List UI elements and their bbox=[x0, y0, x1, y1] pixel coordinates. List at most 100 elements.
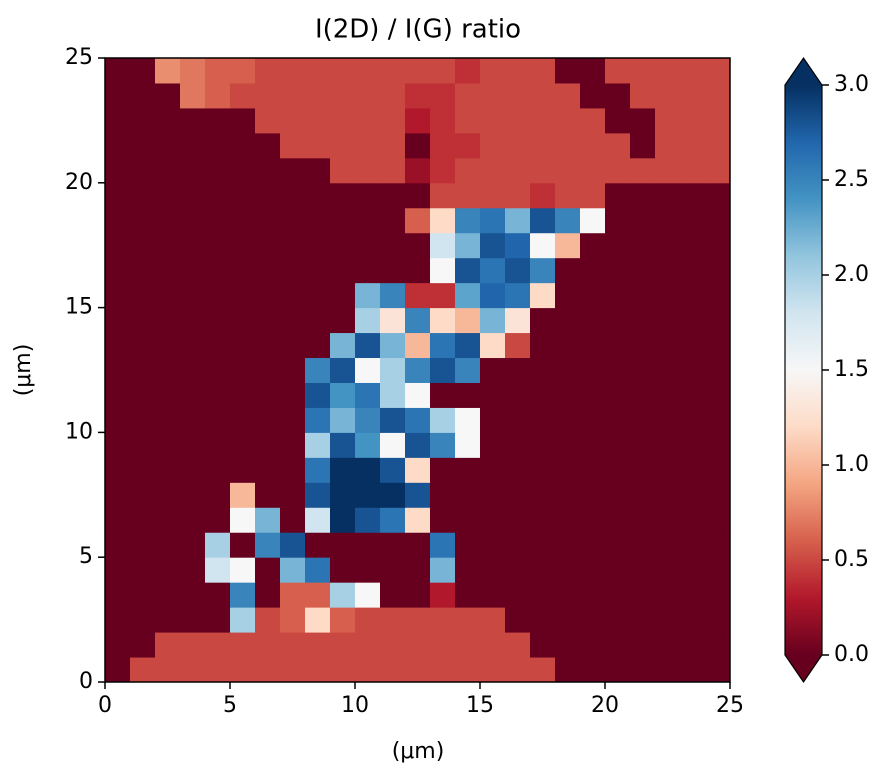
heatmap-cell bbox=[680, 432, 706, 458]
heatmap-cell bbox=[605, 232, 631, 259]
heatmap-cell bbox=[105, 232, 131, 259]
heatmap-cell bbox=[105, 307, 131, 334]
heatmap-cell bbox=[480, 657, 506, 683]
heatmap-cell bbox=[230, 182, 256, 209]
heatmap-cell bbox=[205, 532, 231, 558]
heatmap-cell bbox=[230, 657, 256, 683]
heatmap-cell bbox=[330, 407, 356, 433]
heatmap-cell bbox=[330, 58, 356, 84]
heatmap-cell bbox=[280, 307, 306, 334]
heatmap-cell bbox=[180, 632, 206, 658]
heatmap-cell bbox=[430, 557, 456, 583]
heatmap-cell bbox=[430, 282, 456, 309]
heatmap-cell bbox=[630, 307, 656, 334]
heatmap-cell bbox=[205, 557, 231, 583]
heatmap-cell bbox=[555, 607, 581, 633]
heatmap-cell bbox=[705, 482, 731, 508]
heatmap-cell bbox=[205, 232, 231, 259]
heatmap-cell bbox=[380, 382, 406, 408]
heatmap-cell bbox=[380, 58, 406, 84]
heatmap-cell bbox=[430, 432, 456, 458]
heatmap-cell bbox=[380, 257, 406, 284]
heatmap-cell bbox=[605, 657, 631, 683]
heatmap-cell bbox=[380, 357, 406, 383]
heatmap-cell bbox=[630, 532, 656, 558]
heatmap-cell bbox=[230, 507, 256, 533]
heatmap-cell bbox=[455, 232, 481, 259]
heatmap-cell bbox=[705, 632, 731, 658]
heatmap-cell bbox=[180, 557, 206, 583]
heatmap-cell bbox=[255, 307, 281, 334]
heatmap-cell bbox=[680, 232, 706, 259]
heatmap-cell bbox=[405, 407, 431, 433]
heatmap-cell bbox=[480, 382, 506, 408]
heatmap-cell bbox=[330, 607, 356, 633]
heatmap-cell bbox=[230, 82, 256, 109]
heatmap-cell bbox=[330, 182, 356, 209]
heatmap-cell bbox=[230, 457, 256, 483]
colorbar-tick-label: 2.0 bbox=[834, 262, 869, 287]
heatmap-cell bbox=[205, 182, 231, 209]
heatmap-cell bbox=[405, 482, 431, 508]
heatmap-cell bbox=[680, 332, 706, 359]
heatmap-cell bbox=[430, 257, 456, 284]
heatmap-cell bbox=[155, 207, 181, 234]
heatmap-cell bbox=[680, 407, 706, 433]
heatmap-cell bbox=[355, 382, 381, 408]
heatmap-cell bbox=[455, 332, 481, 359]
heatmap-cell bbox=[655, 607, 681, 633]
heatmap-cell bbox=[530, 432, 556, 458]
heatmap-cell bbox=[405, 132, 431, 159]
heatmap-cell bbox=[530, 107, 556, 134]
heatmap-cell bbox=[480, 557, 506, 583]
heatmap-cell bbox=[455, 307, 481, 334]
heatmap-cell bbox=[405, 657, 431, 683]
heatmap-cell bbox=[330, 207, 356, 234]
chart-title: I(2D) / I(G) ratio bbox=[315, 15, 521, 45]
heatmap-cell bbox=[180, 457, 206, 483]
heatmap-cell bbox=[680, 307, 706, 334]
heatmap-cell bbox=[505, 407, 531, 433]
heatmap-cell bbox=[280, 332, 306, 359]
heatmap-cell bbox=[505, 58, 531, 84]
heatmap-cell bbox=[305, 407, 331, 433]
heatmap-cell bbox=[305, 82, 331, 109]
heatmap-cell bbox=[530, 257, 556, 284]
heatmap-cell bbox=[580, 357, 606, 383]
heatmap-cell bbox=[705, 257, 731, 284]
heatmap-cell bbox=[330, 232, 356, 259]
heatmap-cell bbox=[130, 58, 156, 84]
heatmap-cell bbox=[605, 58, 631, 84]
heatmap-cell bbox=[430, 232, 456, 259]
heatmap-cell bbox=[305, 307, 331, 334]
heatmap-cell bbox=[405, 182, 431, 209]
heatmap-cell bbox=[680, 182, 706, 209]
heatmap-cell bbox=[105, 357, 131, 383]
heatmap-cell bbox=[580, 607, 606, 633]
colorbar-extend-top bbox=[785, 58, 822, 85]
heatmap-cell bbox=[630, 257, 656, 284]
x-tick-label: 10 bbox=[341, 693, 369, 718]
heatmap-cell bbox=[555, 382, 581, 408]
heatmap-cell bbox=[580, 157, 606, 184]
heatmap-cell bbox=[680, 632, 706, 658]
heatmap-cell bbox=[380, 282, 406, 309]
heatmap-cell bbox=[530, 457, 556, 483]
heatmap-cell bbox=[205, 107, 231, 134]
heatmap-cell bbox=[155, 307, 181, 334]
heatmap-cell bbox=[230, 257, 256, 284]
heatmap-cell bbox=[505, 82, 531, 109]
x-tick-label: 20 bbox=[591, 693, 619, 718]
heatmap-cell bbox=[355, 107, 381, 134]
heatmap-cell bbox=[580, 232, 606, 259]
heatmap-cell bbox=[505, 582, 531, 608]
heatmap-cell bbox=[555, 407, 581, 433]
heatmap-cell bbox=[655, 357, 681, 383]
x-axis-label: (μm) bbox=[392, 739, 445, 764]
heatmap-cell bbox=[180, 232, 206, 259]
heatmap-cell bbox=[405, 332, 431, 359]
heatmap-cell bbox=[330, 307, 356, 334]
heatmap-cell bbox=[455, 557, 481, 583]
heatmap-cell bbox=[130, 607, 156, 633]
heatmap-cell bbox=[230, 107, 256, 134]
